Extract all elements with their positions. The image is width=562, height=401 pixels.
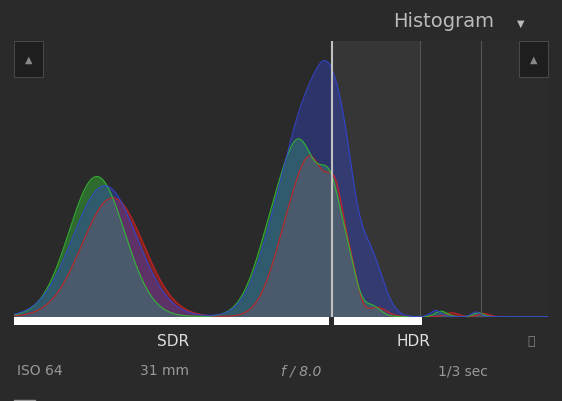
Text: ⓘ: ⓘ [527, 334, 534, 347]
Text: 31 mm: 31 mm [140, 363, 189, 377]
Text: 1/3 sec: 1/3 sec [438, 363, 488, 377]
Text: ▲: ▲ [25, 55, 33, 65]
Bar [14, 317, 329, 326]
Bar [334, 317, 423, 326]
Bar [14, 42, 43, 78]
Text: HDR: HDR [397, 333, 431, 348]
Text: ▼: ▼ [517, 18, 524, 28]
Bar [420, 42, 548, 317]
Bar [519, 42, 548, 78]
Text: ▲: ▲ [529, 55, 537, 65]
Text: f / 8.0: f / 8.0 [281, 363, 321, 377]
Text: Histogram: Histogram [393, 12, 495, 30]
Bar [332, 42, 548, 317]
Text: ISO 64: ISO 64 [17, 363, 62, 377]
Text: SDR: SDR [157, 333, 189, 348]
